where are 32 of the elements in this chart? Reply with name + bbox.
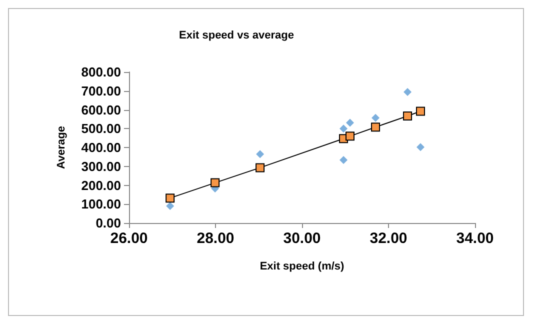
point — [346, 118, 354, 127]
y-axis-title: Average — [56, 126, 68, 170]
y-tick-label: 400.00 — [81, 140, 121, 155]
point — [256, 150, 264, 158]
point — [404, 88, 412, 96]
x-axis-title: Exit speed (m/s) — [260, 260, 345, 272]
y-tick-label: 600.00 — [81, 102, 121, 118]
point — [166, 202, 174, 210]
y-tick-label: 200.00 — [81, 178, 121, 193]
chart-title: Exit speed vs average — [179, 30, 294, 42]
x-tick-label: 32.00 — [370, 230, 408, 247]
y-tick-label: 300.00 — [81, 158, 121, 174]
point — [403, 111, 412, 120]
point — [256, 163, 265, 172]
point — [416, 106, 426, 116]
y-tick-label: 700.00 — [81, 83, 121, 98]
point — [346, 132, 355, 141]
y-tick-label: 800.00 — [81, 64, 121, 80]
point — [166, 194, 175, 203]
y-tick-label: 100.00 — [81, 196, 121, 212]
point — [340, 124, 348, 133]
x-tick-label: 28.00 — [196, 230, 234, 247]
x-tick-label: 30.00 — [283, 230, 321, 247]
point — [371, 122, 380, 132]
point — [340, 156, 348, 164]
point — [372, 114, 380, 122]
y-tick-label: 500.00 — [81, 121, 121, 136]
point — [210, 178, 220, 188]
x-tick-label: 26.00 — [110, 230, 148, 247]
x-tick-label: 34.00 — [456, 230, 494, 247]
y-tick-label: 0.00 — [96, 216, 121, 230]
point — [416, 143, 425, 152]
